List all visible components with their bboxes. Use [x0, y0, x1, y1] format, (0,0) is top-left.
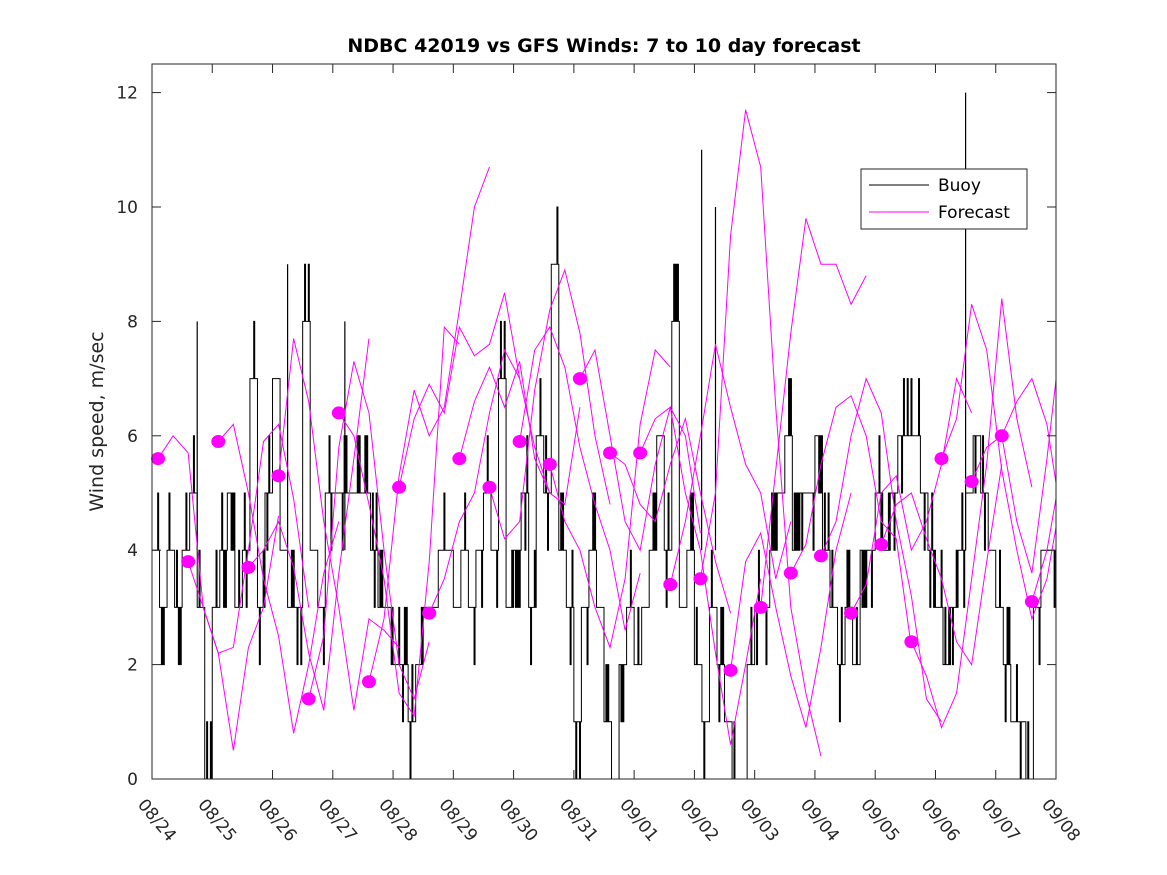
forecast-start-dot — [603, 446, 618, 460]
forecast-start-dot — [994, 429, 1009, 443]
forecast-start-dot — [512, 435, 527, 449]
forecast-line — [278, 338, 400, 711]
forecast-start-dot — [542, 457, 557, 471]
forecast-start-dot — [241, 560, 256, 574]
forecast-start-dot — [181, 555, 196, 569]
forecast-line — [308, 361, 430, 701]
legend-label-buoy: Buoy — [938, 176, 981, 196]
forecast-line — [489, 268, 611, 540]
buoy-series — [152, 92, 1056, 779]
y-axis-label: Wind speed, m/sec — [86, 331, 108, 511]
forecast-start-dot — [693, 572, 708, 586]
forecast-start-dot — [151, 452, 166, 466]
forecast-start-dot — [964, 475, 979, 489]
forecast-start-dot — [271, 469, 286, 483]
forecast-line — [549, 348, 671, 650]
forecast-start-dot — [813, 549, 828, 563]
forecast-line — [730, 492, 852, 728]
forecast-line — [368, 166, 490, 682]
forecast-line — [910, 298, 1033, 729]
forecast-start-dot — [783, 566, 798, 580]
y-tick-label: 2 — [127, 656, 138, 676]
forecast-start-dot — [482, 480, 497, 494]
forecast-line — [187, 423, 310, 654]
forecast-start-dot — [753, 600, 768, 614]
forecast-line — [639, 406, 762, 745]
forecast-start-markers — [151, 372, 1039, 706]
forecast-start-dot — [211, 435, 226, 449]
forecast-line — [941, 304, 1056, 621]
y-tick-label: 4 — [127, 541, 138, 561]
forecast-start-dot — [301, 692, 316, 706]
forecast-line — [880, 464, 1003, 666]
y-tick-label: 8 — [127, 312, 138, 332]
forecast-start-dot — [934, 452, 949, 466]
forecast-start-dot — [331, 406, 346, 420]
y-tick-label: 10 — [116, 198, 138, 218]
forecast-start-dot — [1024, 595, 1039, 609]
forecast-line — [398, 292, 521, 488]
forecast-start-dot — [361, 675, 376, 689]
axes-box — [151, 63, 1057, 780]
forecast-start-dot — [844, 606, 859, 620]
forecast-line — [790, 394, 912, 648]
forecast-line — [338, 325, 460, 718]
forecast-line — [1031, 495, 1056, 602]
forecast-line — [609, 416, 732, 614]
forecast-line — [669, 344, 792, 585]
forecast-line — [760, 218, 867, 608]
y-axis: 0 2 4 6 8 10 12 — [116, 84, 1056, 790]
legend-box — [860, 168, 1028, 230]
forecast-start-dot — [633, 446, 648, 460]
forecast-start-dot — [663, 578, 678, 592]
forecast-start-dot — [723, 663, 738, 677]
forecast-start-dot — [904, 635, 919, 649]
forecast-start-dot — [422, 606, 437, 620]
forecast-line — [699, 109, 822, 757]
chart-title: NDBC 42019 vs GFS Winds: 7 to 10 day for… — [347, 35, 860, 57]
y-tick-label: 0 — [127, 770, 138, 790]
forecast-line — [248, 338, 370, 711]
forecast-line — [217, 423, 340, 734]
forecast-line — [579, 348, 701, 552]
forecast-line — [1001, 377, 1056, 486]
y-tick-label: 12 — [116, 84, 138, 104]
forecast-start-dot — [874, 537, 889, 551]
forecast-line — [850, 376, 973, 614]
y-tick-label: 6 — [127, 427, 138, 447]
forecast-start-dot — [392, 480, 407, 494]
forecast-series-group — [157, 109, 1056, 757]
forecast-start-dot — [452, 452, 467, 466]
legend: Buoy Forecast — [860, 168, 1028, 230]
forecast-line — [971, 375, 1056, 574]
buoy-line — [152, 206, 1056, 779]
legend-label-forecast: Forecast — [938, 203, 1010, 223]
forecast-start-dot — [572, 372, 587, 386]
